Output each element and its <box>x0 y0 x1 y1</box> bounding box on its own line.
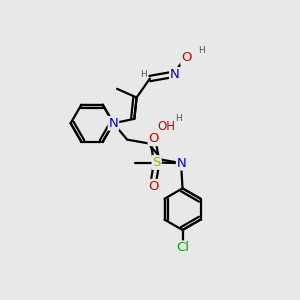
Text: N: N <box>170 68 180 81</box>
Text: O: O <box>148 132 159 145</box>
Text: O: O <box>181 51 192 64</box>
Text: S: S <box>152 156 161 169</box>
Text: N: N <box>109 117 118 130</box>
Text: H: H <box>198 46 205 55</box>
Text: Cl: Cl <box>176 241 189 254</box>
Text: H: H <box>140 70 147 80</box>
Text: N: N <box>177 157 187 169</box>
Text: H: H <box>175 114 181 123</box>
Text: OH: OH <box>157 120 175 133</box>
Text: O: O <box>148 180 159 193</box>
